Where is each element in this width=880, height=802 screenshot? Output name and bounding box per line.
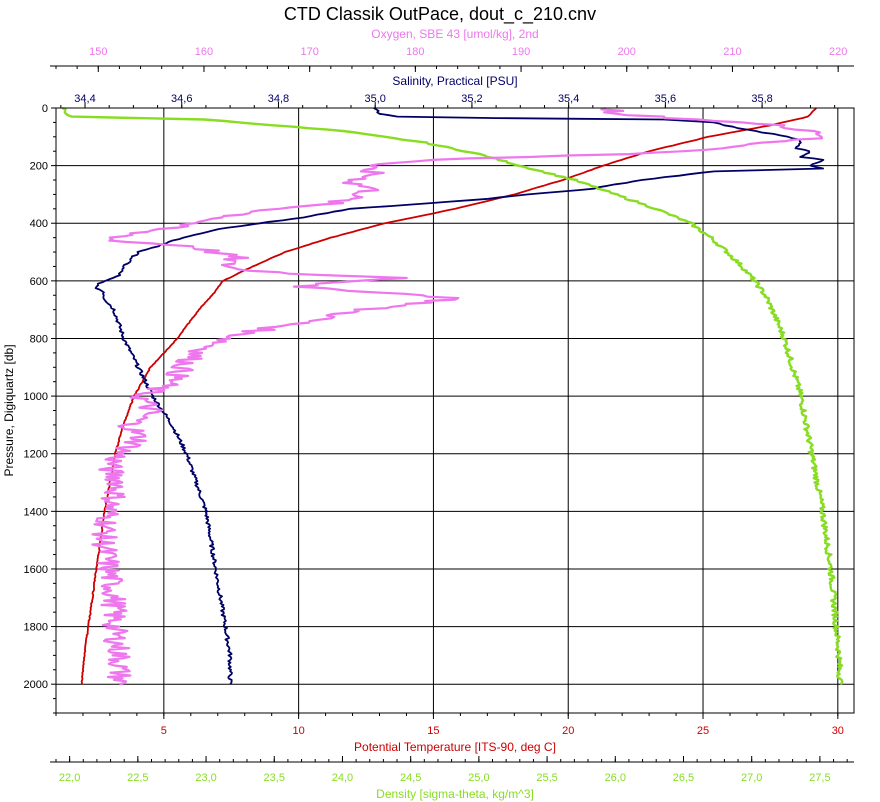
oxygen-tick-label: 180 — [406, 46, 424, 58]
y-tick-label: 1400 — [24, 506, 48, 518]
salinity-axis-label: Salinity, Practical [PSU] — [392, 74, 517, 88]
y-tick-label: 1200 — [24, 449, 48, 461]
density-tick-label: 24,0 — [332, 772, 353, 784]
temperature-tick-label: 15 — [427, 725, 439, 737]
salinity-tick-label: 35,6 — [655, 93, 676, 105]
density-tick-label: 27,0 — [741, 772, 762, 784]
temperature-axis-label: Potential Temperature [ITS-90, deg C] — [354, 740, 556, 754]
density-tick-label: 22,5 — [127, 772, 148, 784]
salinity-tick-label: 34,8 — [268, 93, 289, 105]
grid — [56, 107, 854, 713]
density-tick-label: 26,5 — [673, 772, 694, 784]
salinity-tick-label: 35,4 — [558, 93, 579, 105]
density-tick-label: 27,5 — [809, 772, 830, 784]
y-tick-label: 800 — [30, 333, 48, 345]
temperature-tick-label: 5 — [161, 725, 167, 737]
plot-frame — [55, 107, 855, 714]
density-profile-line — [61, 106, 844, 686]
density-tick-label: 25,0 — [468, 772, 489, 784]
density-axis-label: Density [sigma-theta, kg/m^3] — [376, 787, 534, 801]
y-tick-label: 2000 — [24, 679, 48, 691]
y-tick-label: 200 — [30, 161, 48, 173]
salinity-profile-line — [94, 107, 825, 685]
oxygen-tick-label: 220 — [829, 46, 847, 58]
y-tick-label: 0 — [42, 103, 48, 115]
y-tick-label: 1600 — [24, 564, 48, 576]
y-tick-label: 1000 — [24, 391, 48, 403]
salinity-tick-label: 34,4 — [74, 93, 95, 105]
density-tick-label: 24,5 — [400, 772, 421, 784]
oxygen-tick-label: 200 — [618, 46, 636, 58]
temperature-tick-label: 30 — [832, 725, 844, 737]
density-tick-label: 22,0 — [59, 772, 80, 784]
y-tick-label: 1800 — [24, 622, 48, 634]
oxygen-tick-label: 150 — [89, 46, 107, 58]
series-layer — [61, 106, 844, 686]
salinity-tick-label: 35,0 — [364, 93, 385, 105]
axes-layer: 0 200 400 600 800 1000 1200 1400 1600 1800 2000 Pre… — [2, 27, 854, 801]
y-axis-label: Pressure, Digiquartz [db] — [2, 344, 16, 476]
chart-title: CTD Classik OutPace, dout_c_210.cnv — [284, 4, 596, 25]
oxygen-tick-label: 160 — [195, 46, 213, 58]
density-tick-label: 23,5 — [264, 772, 285, 784]
oxygen-axis-label: Oxygen, SBE 43 [umol/kg], 2nd — [371, 27, 538, 41]
oxygen-tick-label: 190 — [512, 46, 530, 58]
density-tick-label: 23,0 — [195, 772, 216, 784]
salinity-tick-label: 34,6 — [171, 93, 192, 105]
y-tick-label: 600 — [30, 276, 48, 288]
density-tick-label: 26,0 — [605, 772, 626, 784]
salinity-tick-label: 35,2 — [461, 93, 482, 105]
temperature-tick-label: 20 — [562, 725, 574, 737]
temperature-tick-label: 10 — [293, 725, 305, 737]
oxygen-profile-line — [91, 106, 824, 686]
oxygen-tick-label: 210 — [723, 46, 741, 58]
temperature-tick-label: 25 — [697, 725, 709, 737]
oxygen-tick-label: 170 — [300, 46, 318, 58]
density-tick-label: 25,5 — [536, 772, 557, 784]
salinity-tick-label: 35,8 — [751, 93, 772, 105]
y-tick-label: 400 — [30, 218, 48, 230]
